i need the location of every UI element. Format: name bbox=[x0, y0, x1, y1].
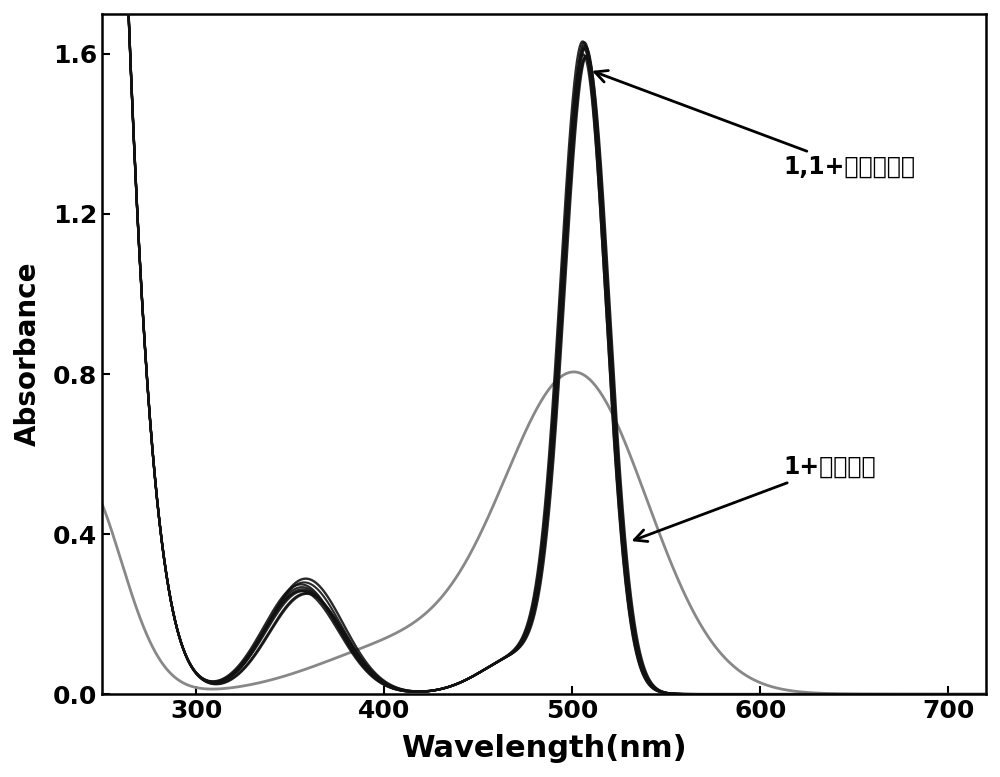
Text: 1,1+其他阴离子: 1,1+其他阴离子 bbox=[595, 71, 915, 179]
X-axis label: Wavelength(nm): Wavelength(nm) bbox=[401, 734, 687, 763]
Y-axis label: Absorbance: Absorbance bbox=[14, 262, 42, 446]
Text: 1+氰根离子: 1+氰根离子 bbox=[634, 455, 876, 542]
